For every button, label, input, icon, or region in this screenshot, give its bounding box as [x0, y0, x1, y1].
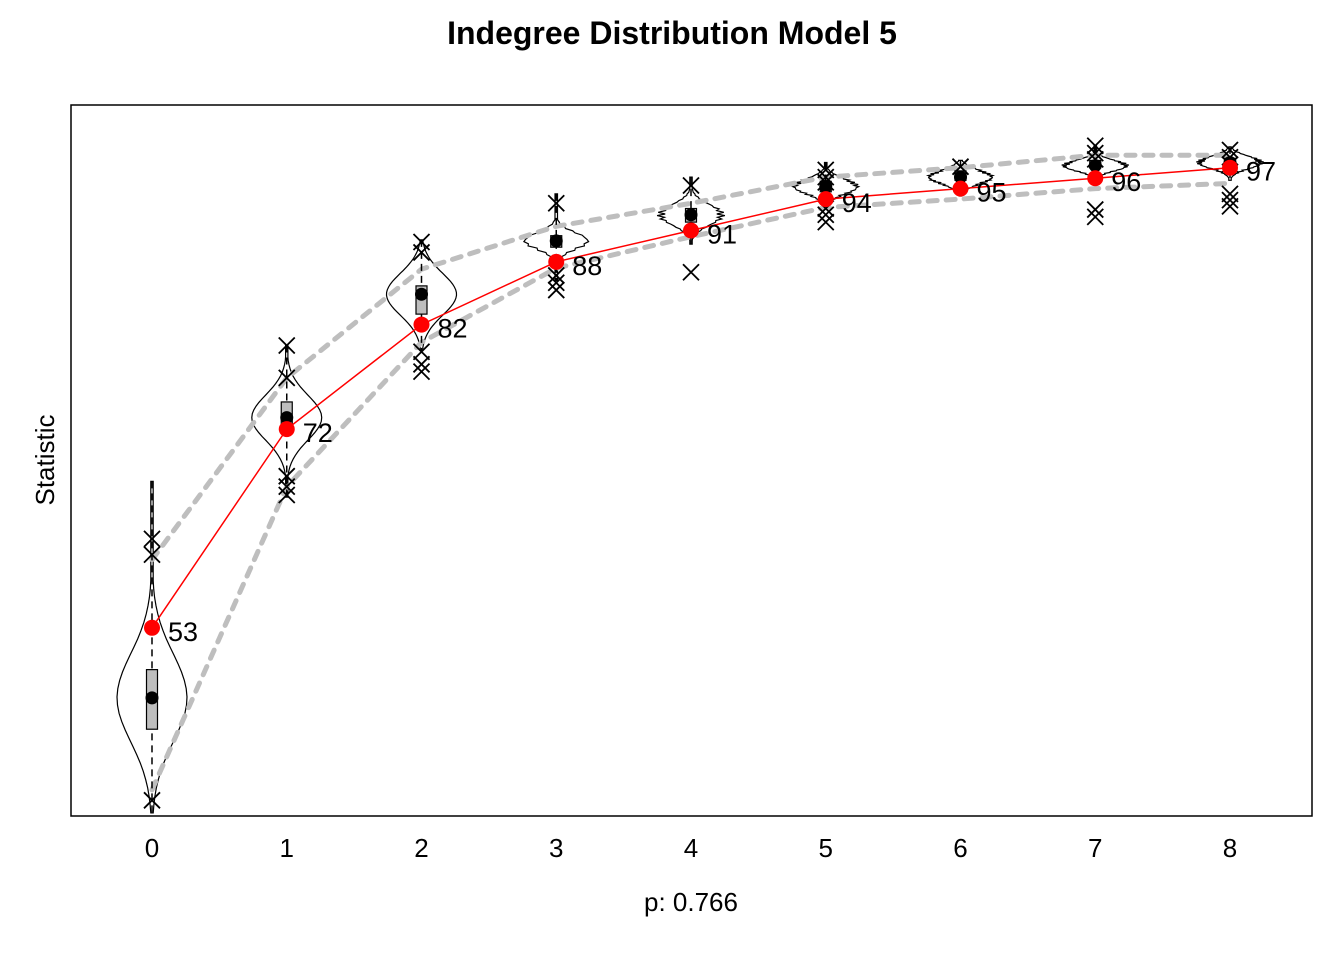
data-label-4: 91: [707, 219, 737, 249]
outlier-0-0: [143, 791, 161, 809]
observed-point-1: [278, 421, 295, 438]
observed-point-4: [683, 222, 699, 239]
sim-mean-1: [280, 411, 294, 425]
observed-point-2: [413, 316, 430, 333]
outlier-8-5: [1221, 141, 1239, 159]
data-label-6: 95: [977, 178, 1007, 208]
observed-layer: 53 72 82 88 91 94 95 96 97: [144, 157, 1276, 647]
x-axis-label: p: 0.766: [644, 887, 738, 917]
data-label-2: 82: [438, 314, 468, 344]
outlier-1-4: [278, 336, 296, 355]
observed-point-3: [548, 253, 565, 270]
observed-point-0: [144, 619, 160, 636]
data-label-0: 53: [168, 617, 198, 647]
x-tick-label-6: 6: [953, 833, 967, 863]
x-axis: 0 1 2 3 4 5 6 7 8: [145, 833, 1237, 863]
observed-point-5: [817, 191, 834, 208]
outlier-7-2: [1086, 150, 1104, 169]
x-tick-label-4: 4: [684, 833, 698, 863]
x-tick-label-7: 7: [1088, 833, 1102, 863]
outlier-8-2: [1221, 185, 1239, 203]
sim-mean-4: [684, 208, 698, 222]
outlier-2-4: [412, 233, 431, 251]
outlier-3-1: [547, 274, 565, 292]
outlier-4-0: [682, 263, 700, 281]
sim-mean-3: [549, 234, 563, 248]
data-label-3: 88: [572, 251, 602, 281]
outlier-1-1: [278, 486, 296, 504]
sim-mean-5: [819, 180, 833, 194]
data-label-5: 94: [842, 188, 872, 218]
box-layer: [143, 137, 1239, 813]
outlier-2-0: [412, 362, 431, 381]
sim-mean-6: [954, 170, 967, 184]
outlier-7-0: [1086, 208, 1104, 226]
outlier-7-1: [1086, 200, 1104, 219]
observed-point-6: [952, 180, 969, 197]
violin-3: [522, 193, 590, 282]
data-label-7: 96: [1111, 167, 1141, 197]
outlier-5-4: [817, 168, 835, 186]
outlier-5-5: [817, 161, 835, 179]
outlier-2-2: [412, 343, 431, 361]
observed-point-8: [1222, 159, 1238, 176]
outlier-8-1: [1221, 191, 1239, 209]
outlier-2-1: [412, 355, 431, 373]
x-tick-label-5: 5: [819, 833, 833, 863]
outlier-6-0: [951, 158, 970, 176]
data-label-1: 72: [303, 418, 333, 448]
outlier-8-0: [1221, 197, 1239, 216]
x-tick-label-2: 2: [414, 833, 428, 863]
outlier-7-4: [1086, 137, 1104, 155]
sim-mean-0: [145, 691, 159, 705]
y-axis-label: Statistic: [30, 414, 60, 505]
data-label-8: 97: [1246, 157, 1276, 187]
band-layer: [149, 152, 1233, 793]
sim-mean-2: [415, 287, 428, 301]
outlier-3-2: [547, 266, 565, 285]
x-tick-label-3: 3: [549, 833, 563, 863]
outlier-5-0: [817, 213, 835, 231]
plot-frame: [70, 104, 1313, 817]
violin-0: [116, 480, 188, 814]
outlier-7-3: [1086, 144, 1104, 162]
x-tick-label-1: 1: [280, 833, 294, 863]
outlier-3-3: [547, 194, 565, 212]
outlier-1-3: [278, 369, 296, 387]
outlier-5-3: [817, 173, 835, 192]
outlier-4-1: [682, 176, 700, 195]
outlier-0-1: [143, 545, 161, 564]
chart-title: Indegree Distribution Model 5: [447, 15, 897, 51]
band-lower: [149, 180, 1233, 793]
outlier-3-0: [547, 281, 565, 299]
violin-5: [791, 161, 861, 207]
x-tick-label-0: 0: [145, 833, 159, 863]
observed-point-7: [1087, 170, 1104, 187]
outlier-0-2: [143, 530, 161, 548]
x-tick-label-8: 8: [1223, 833, 1237, 863]
violin-6: [925, 159, 996, 197]
outlier-5-1: [817, 206, 835, 224]
outlier-1-2: [278, 478, 296, 496]
violin-4: [656, 176, 726, 245]
